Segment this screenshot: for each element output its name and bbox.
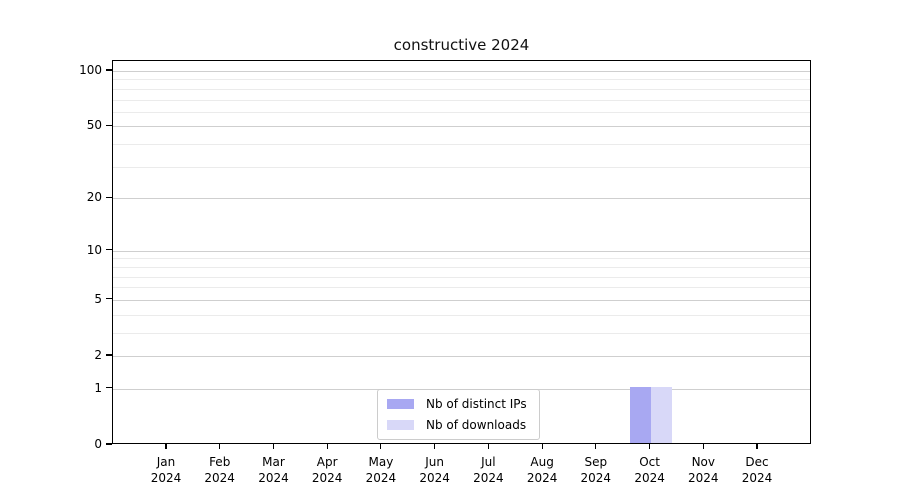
gridline-major [113,356,810,357]
x-tick-label: Aug 2024 [526,455,558,485]
x-tick-label: Mar 2024 [258,455,289,485]
y-tick-label: 20 [86,190,102,205]
gridline-minor [113,332,810,334]
x-tick-mark [219,444,221,449]
x-tick-mark [487,444,489,449]
x-tick-label: Dec 2024 [741,455,773,485]
x-tick-label: Sep 2024 [580,455,612,485]
y-tick-mark [106,387,112,389]
gridline-major [113,126,810,128]
x-tick-mark [165,444,167,449]
legend: Nb of distinct IPs Nb of downloads [377,389,540,440]
x-tick-mark [380,444,382,449]
gridline-major [113,250,810,252]
x-tick-label: Nov 2024 [688,455,719,485]
x-tick-label: Oct 2024 [634,455,665,485]
y-tick-mark [106,196,112,198]
y-tick-mark [106,249,112,251]
x-tick-mark [541,444,543,449]
legend-swatch-downloads [387,420,414,430]
plot-area: Nb of distinct IPs Nb of downloads [112,60,811,444]
x-tick-mark [595,444,597,449]
gridline-minor [113,88,810,90]
x-tick-mark [272,444,275,449]
y-tick-label: 100 [79,63,102,77]
chart-title: constructive 2024 [393,36,530,54]
gridline-minor [113,287,810,289]
gridline-minor [113,266,810,268]
y-tick-label: 2 [94,348,102,362]
legend-item-distinct-ips: Nb of distinct IPs [387,397,527,411]
y-tick-mark [106,354,112,356]
x-tick-label: Feb 2024 [204,455,235,485]
gridline-minor [113,144,810,146]
gridline-major [113,198,810,200]
gridline-minor [113,258,810,260]
x-tick-mark [326,444,328,449]
x-tick-mark [434,444,436,449]
gridline-major [113,71,810,72]
legend-label-distinct-ips: Nb of distinct IPs [426,397,527,411]
gridline-minor [113,314,810,316]
y-tick-label: 10 [86,242,102,257]
x-tick-label: Jan 2024 [150,455,182,485]
legend-label-downloads: Nb of downloads [426,418,527,432]
gridline-minor [113,99,810,101]
gridline-major [113,299,810,301]
x-tick-mark [756,444,758,449]
gridline-minor [113,166,810,168]
gridline-minor [113,79,810,81]
gridline-minor [113,276,810,278]
y-tick-label: 1 [94,380,102,395]
x-tick-label: Jul 2024 [473,455,504,485]
bar-downloads [650,386,672,443]
y-tick-mark [106,443,112,445]
x-tick-label: Apr 2024 [311,455,343,485]
legend-item-downloads: Nb of downloads [387,418,527,432]
bar-distinct-ips [629,386,651,443]
x-tick-mark [649,444,651,449]
x-tick-mark [702,444,704,449]
y-tick-mark [106,124,112,126]
legend-swatch-distinct-ips [387,399,414,409]
x-tick-label: Jun 2024 [419,455,450,485]
y-tick-mark [106,298,112,300]
y-tick-label: 50 [86,118,102,133]
y-tick-mark [106,69,112,71]
y-tick-label: 0 [94,437,102,451]
x-tick-label: May 2024 [365,455,397,485]
gridline-minor [113,111,810,113]
y-tick-label: 5 [94,291,102,306]
